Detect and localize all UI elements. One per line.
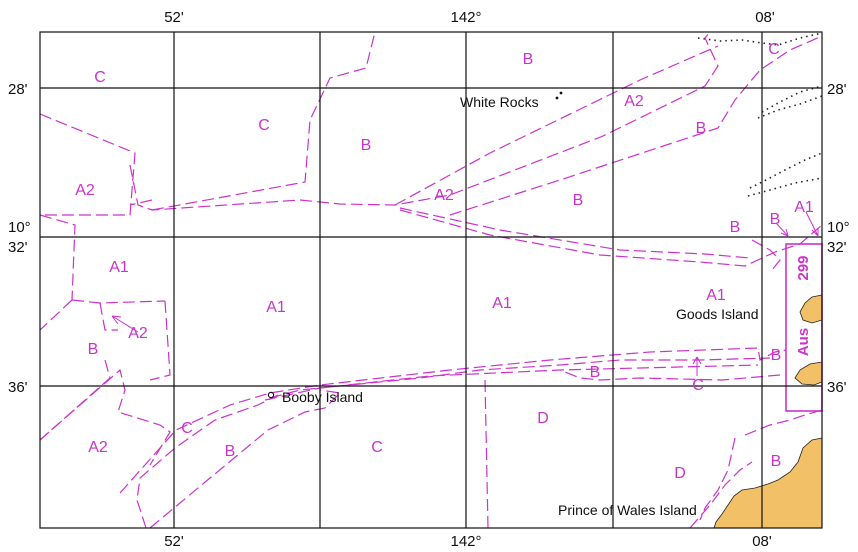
left-tick-28: 28' bbox=[8, 81, 28, 98]
place-names: White Rocks Goods Island Booby Island Pr… bbox=[282, 94, 759, 518]
zone-label: B bbox=[771, 453, 782, 470]
zone-boundaries bbox=[39, 31, 823, 529]
prince-of-wales-land bbox=[713, 437, 823, 529]
graticule bbox=[39, 31, 823, 529]
land-areas bbox=[713, 294, 823, 529]
rock-markers bbox=[267, 91, 563, 399]
left-tick-36: 36' bbox=[8, 379, 28, 396]
zone-label: A2 bbox=[88, 439, 108, 456]
zone-label: B bbox=[573, 192, 584, 209]
zone-label: B bbox=[771, 347, 782, 364]
zone-label: C bbox=[94, 69, 106, 86]
zone-labels: C B C B A2 B A2 A2 B C B A1 A1 A1 A1 A1 … bbox=[75, 41, 814, 482]
zone-label: A1 bbox=[794, 199, 814, 216]
left-tick-10: 10° bbox=[8, 219, 31, 236]
zone-label: C bbox=[258, 117, 270, 134]
zone-label: A1 bbox=[109, 259, 129, 276]
zone-label: B bbox=[770, 211, 781, 228]
chart-number: 299 bbox=[795, 255, 812, 280]
right-tick-36: 36' bbox=[827, 379, 847, 396]
zone-label: B bbox=[730, 219, 741, 236]
chart-prefix: Aus bbox=[795, 328, 812, 356]
zone-label: A1 bbox=[266, 299, 286, 316]
zone-label: A2 bbox=[434, 187, 454, 204]
zone-label: D bbox=[674, 465, 686, 482]
place-prince-of-wales-island: Prince of Wales Island bbox=[558, 502, 697, 518]
bottom-tick-142: 142° bbox=[450, 533, 481, 550]
zone-label: A1 bbox=[492, 295, 512, 312]
chart-reference-box: 299 Aus bbox=[785, 243, 823, 412]
zone-label: B bbox=[225, 443, 236, 460]
arrow-a1-east bbox=[805, 211, 819, 237]
zone-label: A2 bbox=[624, 93, 644, 110]
reef-lines bbox=[697, 32, 823, 197]
bottom-tick-08: 08' bbox=[752, 533, 772, 550]
arrow-c-south bbox=[692, 356, 702, 376]
zone-label: B bbox=[523, 51, 534, 68]
zone-arrows bbox=[111, 211, 819, 376]
zone-label: C bbox=[692, 377, 704, 394]
zone-label: B bbox=[361, 137, 372, 154]
arrow-b-east bbox=[775, 222, 789, 237]
top-tick-142: 142° bbox=[450, 9, 481, 26]
zone-label: C bbox=[768, 41, 780, 58]
border-labels: 52' 142° 08' 52' 142° 08' 28' 10° 32' 36… bbox=[8, 9, 850, 550]
right-tick-10: 10° bbox=[827, 219, 850, 236]
arrow-a2-west bbox=[111, 315, 139, 333]
top-tick-08: 08' bbox=[755, 9, 775, 26]
zone-label: D bbox=[537, 410, 549, 427]
zone-label: B bbox=[590, 364, 601, 381]
zone-label: B bbox=[88, 341, 99, 358]
place-booby-island: Booby Island bbox=[282, 389, 363, 405]
zone-label: C bbox=[371, 439, 383, 456]
zone-label: A2 bbox=[75, 182, 95, 199]
bottom-tick-52: 52' bbox=[164, 533, 184, 550]
top-tick-52: 52' bbox=[164, 9, 184, 26]
right-tick-28: 28' bbox=[827, 81, 847, 98]
zone-label: A2 bbox=[128, 325, 148, 342]
goods-island-south-land bbox=[794, 361, 823, 386]
right-tick-32: 32' bbox=[827, 239, 847, 256]
zone-label: A1 bbox=[706, 287, 726, 304]
goods-island-land bbox=[799, 294, 823, 324]
left-tick-32: 32' bbox=[8, 239, 28, 256]
place-white-rocks: White Rocks bbox=[460, 94, 539, 110]
place-goods-island: Goods Island bbox=[676, 306, 759, 322]
zone-label: B bbox=[696, 120, 707, 137]
zone-label: C bbox=[181, 420, 193, 437]
